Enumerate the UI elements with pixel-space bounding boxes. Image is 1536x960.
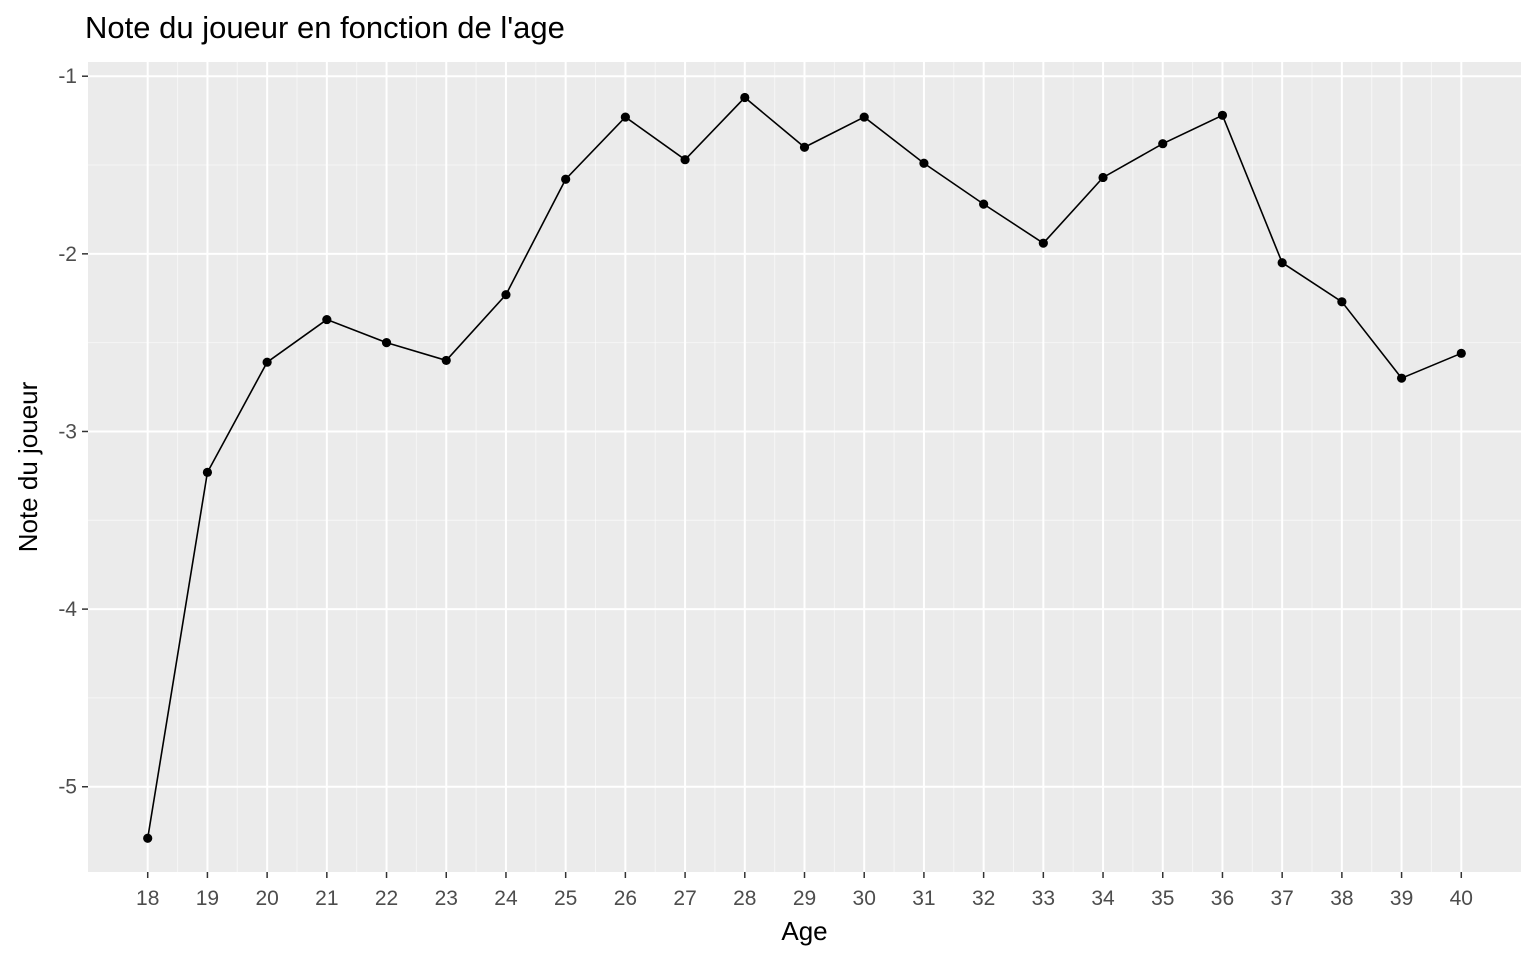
x-tick-label: 33 [1032, 887, 1055, 910]
data-point [1038, 238, 1048, 248]
chart-title: Note du joueur en fonction de l'age [85, 10, 565, 45]
x-tick-label: 28 [733, 887, 756, 910]
y-tick-label: -5 [58, 776, 77, 799]
data-point [859, 112, 869, 122]
data-point [979, 199, 989, 209]
data-point [1217, 110, 1228, 120]
data-points [143, 92, 1466, 843]
x-tick-label: 35 [1151, 887, 1174, 910]
x-tick-label: 31 [912, 887, 935, 910]
x-tick-label: 20 [255, 887, 278, 910]
x-tick-label: 36 [1211, 887, 1234, 910]
data-point [1456, 348, 1466, 358]
data-point [1396, 373, 1407, 383]
data-point [1337, 297, 1347, 307]
data-point [740, 92, 750, 103]
x-tick-label: 32 [972, 887, 995, 910]
y-axis: -1 -2 -3 -4 -5 [58, 65, 88, 799]
data-point [1158, 139, 1168, 149]
x-tick-label: 27 [673, 887, 696, 910]
x-tick-label: 38 [1330, 887, 1353, 910]
x-tick-label: 25 [554, 887, 577, 910]
data-point [381, 338, 392, 348]
x-tick-label: 21 [315, 887, 338, 910]
data-point [680, 155, 690, 165]
x-tick-label: 29 [793, 887, 816, 910]
data-point [322, 314, 332, 325]
x-tick-label: 22 [375, 887, 398, 910]
data-point [919, 158, 929, 168]
x-tick-label: 24 [494, 887, 518, 910]
x-tick-label: 40 [1450, 887, 1473, 910]
y-tick-label: -3 [58, 420, 77, 443]
data-point [1098, 172, 1108, 183]
x-tick-label: 39 [1390, 887, 1413, 910]
y-tick-label: -4 [58, 598, 77, 621]
x-tick-label: 37 [1270, 887, 1293, 910]
x-axis: 18 19 20 21 22 23 24 25 26 27 28 29 30 31 32 33 34 35 36 37… [136, 872, 1473, 910]
x-axis-title: Age [781, 916, 827, 946]
data-point [561, 174, 571, 184]
x-tick-label: 23 [435, 887, 458, 910]
y-tick-label: -2 [58, 243, 77, 266]
y-tick-label: -1 [58, 65, 77, 88]
data-point [501, 290, 511, 300]
x-tick-label: 30 [853, 887, 876, 910]
data-point [620, 112, 630, 122]
major-gridlines [88, 62, 1521, 872]
data-point [202, 467, 213, 477]
data-point [799, 142, 810, 152]
data-point [1277, 258, 1287, 268]
x-tick-label: 19 [196, 887, 219, 910]
data-point [262, 357, 272, 367]
x-tick-label: 34 [1091, 887, 1115, 910]
y-axis-title: Note du joueur [13, 381, 43, 552]
x-tick-label: 18 [136, 887, 159, 910]
data-point [441, 355, 451, 366]
x-tick-label: 26 [614, 887, 637, 910]
data-point [143, 833, 153, 843]
